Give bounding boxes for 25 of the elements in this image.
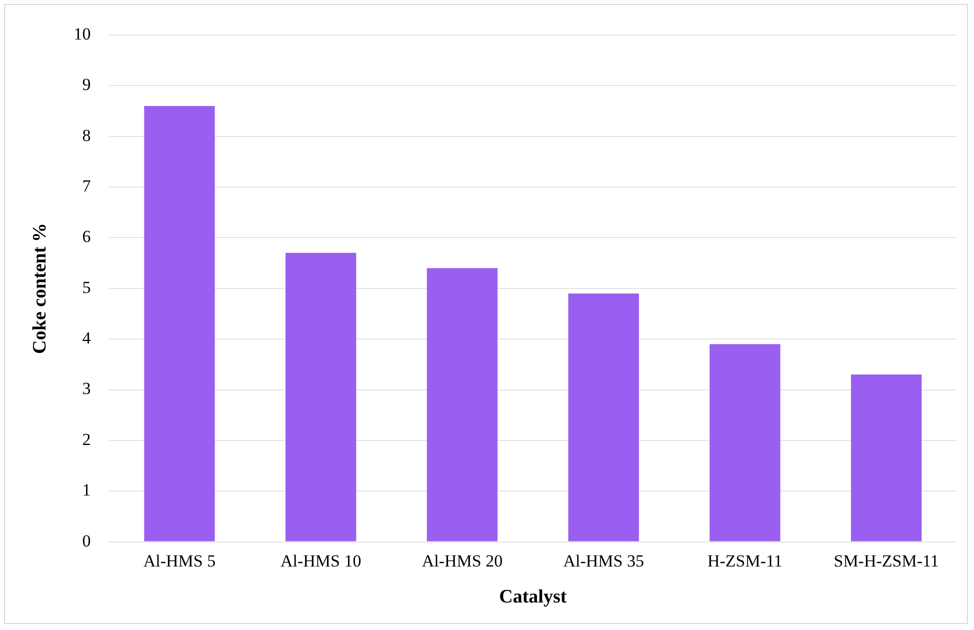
x-tick-label: Al-HMS 10 <box>280 551 362 570</box>
bar <box>568 293 639 542</box>
y-tick-label: 7 <box>82 176 92 196</box>
y-tick-label: 8 <box>82 126 91 145</box>
y-tick-label: 1 <box>82 480 91 500</box>
y-tick-label: 10 <box>74 24 91 44</box>
x-tick-label: Al-HMS 35 <box>563 551 644 570</box>
y-tick-label: 3 <box>82 379 91 398</box>
y-tick-label: 9 <box>82 75 91 94</box>
x-tick-label: H-ZSM-11 <box>707 551 782 570</box>
y-axis-title: Coke content % <box>29 222 50 354</box>
x-tick-label: Al-HMS 5 <box>143 551 216 570</box>
y-tick-label: 2 <box>82 430 91 449</box>
x-tick-label: SM-H-ZSM-11 <box>834 551 939 570</box>
bar <box>710 344 780 542</box>
y-tick-label: 5 <box>82 278 91 297</box>
bar <box>286 252 356 542</box>
y-tick-label: 6 <box>82 227 91 246</box>
bar <box>426 268 498 542</box>
x-axis-title: Catalyst <box>499 586 568 608</box>
bar <box>850 374 922 542</box>
bar <box>144 106 215 542</box>
y-tick-label: 0 <box>82 531 91 550</box>
x-tick-label: Al-HMS 20 <box>422 551 503 570</box>
y-tick-label: 4 <box>82 328 92 348</box>
